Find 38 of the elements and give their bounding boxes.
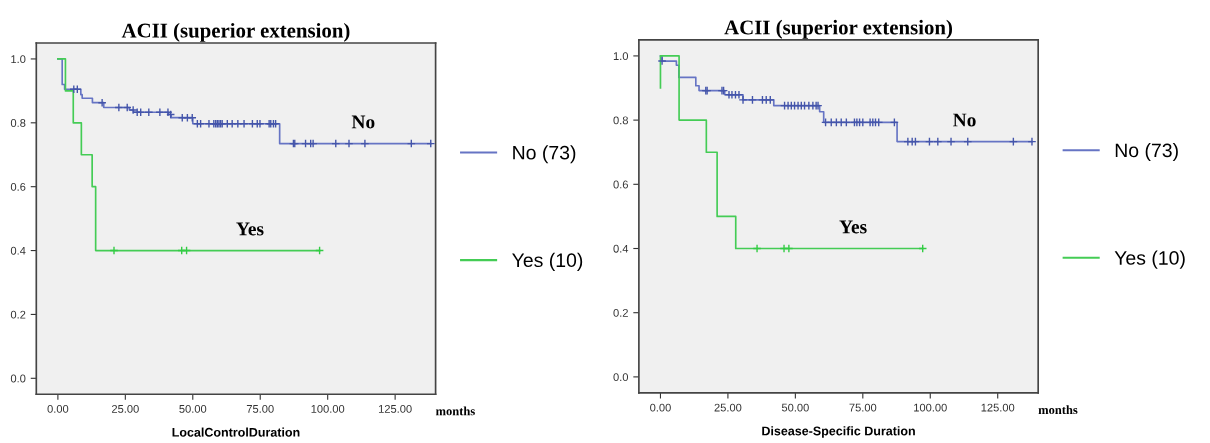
annotation: No xyxy=(953,113,976,127)
y-tick-label: 0.8 xyxy=(613,116,628,125)
x-tick-label: 125.00 xyxy=(981,403,1015,412)
annotation: Yes xyxy=(839,220,867,234)
text: months xyxy=(1038,405,1078,415)
y-tick-label: 0.6 xyxy=(613,180,628,189)
y-tick-label: 0.8 xyxy=(10,119,26,127)
text: months xyxy=(435,406,475,416)
y-tick-label: 0.6 xyxy=(10,182,26,191)
y-tick-label: 0.4 xyxy=(613,244,629,253)
x-tick-label: 100.00 xyxy=(311,404,345,413)
y-tick-label: 0.0 xyxy=(613,373,629,382)
x-tick-label: 0.00 xyxy=(650,403,671,412)
x-tick-label: 75.00 xyxy=(849,403,877,412)
y-tick-label: 0.0 xyxy=(10,374,26,383)
y-tick-label: 0.2 xyxy=(10,310,26,319)
y-tick-label: 1.0 xyxy=(11,55,26,64)
x-tick-label: 25.00 xyxy=(714,403,742,412)
chart-title: ACII (superior extension) xyxy=(121,22,350,42)
annotation: Yes xyxy=(236,222,264,236)
x-axis-title: Disease-Specific Duration xyxy=(762,426,915,438)
x-axis-title: LocalControlDuration xyxy=(172,427,300,437)
legend-label: No (73) xyxy=(513,145,576,164)
y-tick-label: 0.4 xyxy=(10,246,26,255)
y-tick-label: 1.0 xyxy=(613,52,629,61)
x-tick-label: 0.00 xyxy=(47,404,69,413)
chart-title: ACII (superior extension) xyxy=(724,19,953,39)
legend-label: No (73) xyxy=(1115,142,1178,162)
legend-label: Yes (10) xyxy=(1114,250,1185,269)
x-tick-label: 50.00 xyxy=(179,404,207,413)
x-tick-label: 50.00 xyxy=(781,403,809,412)
x-tick-label: 100.00 xyxy=(914,403,947,412)
annotation: No xyxy=(351,115,375,129)
x-tick-label: 75.00 xyxy=(246,404,274,413)
x-tick-label: 125.00 xyxy=(378,404,412,413)
y-tick-label: 0.2 xyxy=(613,308,628,317)
x-tick-label: 25.00 xyxy=(111,404,139,413)
legend-label: Yes (10) xyxy=(512,252,583,271)
